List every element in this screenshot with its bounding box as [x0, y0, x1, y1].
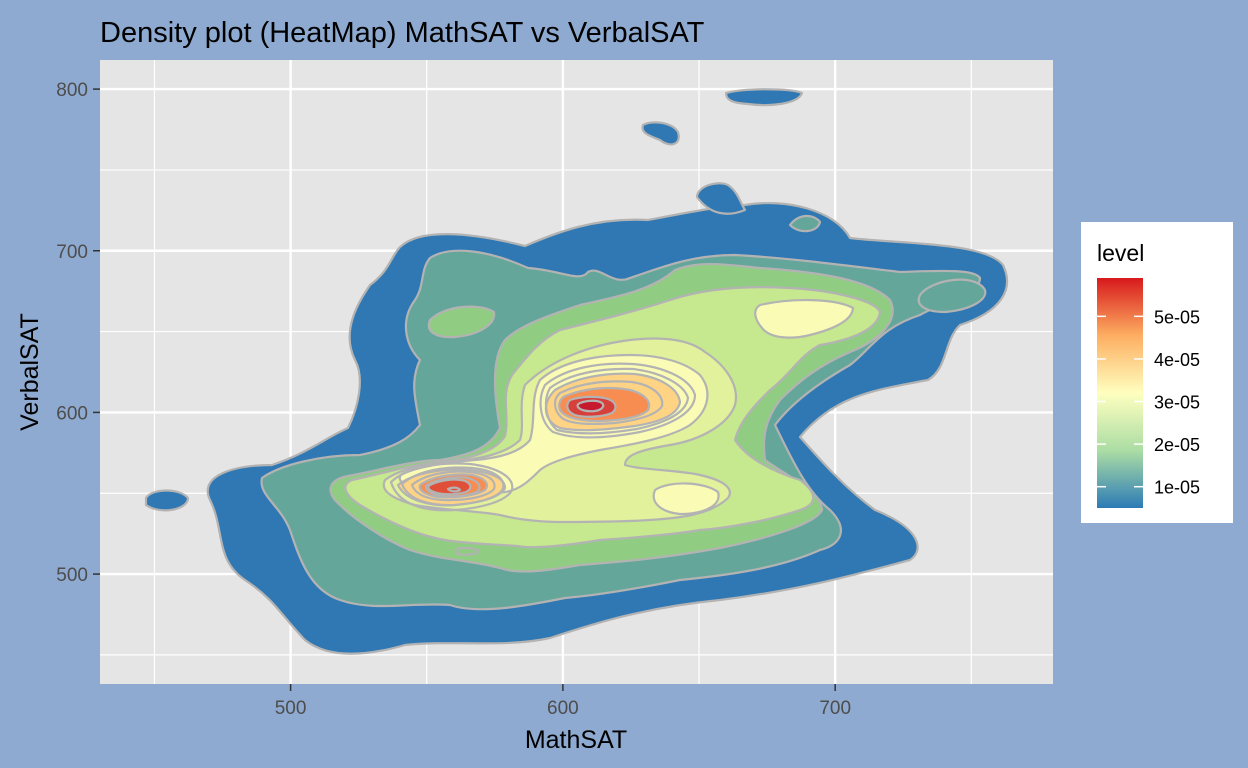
- legend-tick-label: 5e-05: [1154, 307, 1200, 327]
- contour-line: [544, 367, 690, 435]
- density-level-1-blob-left: [144, 489, 190, 512]
- x-axis-label: MathSAT: [525, 726, 627, 754]
- y-tick-label: 800: [56, 80, 88, 101]
- density-level-3-blob-left: [427, 305, 496, 339]
- legend-tick-label: 1e-05: [1154, 478, 1200, 498]
- contour-line: [424, 476, 481, 498]
- y-tick-label: 600: [56, 403, 88, 424]
- legend-ticks: 1e-05 2e-05 3e-05 4e-05 5e-05: [1097, 307, 1200, 498]
- y-axis-ticks: 500 600 700 800: [56, 80, 100, 586]
- x-axis-ticks: 500 600 700: [275, 684, 851, 719]
- legend-tick-label: 4e-05: [1154, 350, 1200, 370]
- chart-title: Density plot (HeatMap) MathSAT vs Verbal…: [100, 17, 705, 49]
- legend-tick-label: 2e-05: [1154, 435, 1200, 455]
- legend-colorbar: [1097, 278, 1143, 508]
- density-level-2-blob-right: [917, 278, 987, 314]
- density-layers: [144, 88, 1009, 655]
- density-level-1-blob-top: [724, 88, 804, 107]
- density-level-6-blob-center: [652, 482, 720, 516]
- contour-line: [553, 380, 664, 426]
- x-tick-label: 700: [819, 698, 851, 719]
- x-tick-label: 600: [547, 698, 579, 719]
- contour-line: [446, 486, 462, 493]
- legend-tick-label: 3e-05: [1154, 393, 1200, 413]
- y-axis-label: VerbalSAT: [16, 313, 44, 431]
- density-level-1-blob-upper: [641, 121, 680, 146]
- y-tick-label: 500: [56, 565, 88, 586]
- legend-title: level: [1097, 240, 1144, 266]
- legend: level 1e-05 2e-05 3e-05 4e-05 5e-05: [1081, 222, 1233, 523]
- contour-line: [400, 466, 505, 507]
- contour-line: [389, 462, 514, 512]
- contour-lines: [389, 362, 697, 556]
- contour-line: [410, 470, 496, 502]
- density-level-1-blob-mid: [695, 182, 747, 215]
- contour-line: [454, 546, 481, 556]
- density-level-6-blob-right: [754, 299, 855, 339]
- contour-line: [539, 362, 697, 439]
- y-tick-label: 700: [56, 242, 88, 263]
- x-tick-label: 500: [275, 698, 307, 719]
- density-peak: [576, 399, 605, 413]
- density-level-2-blob-upper-right: [788, 214, 822, 233]
